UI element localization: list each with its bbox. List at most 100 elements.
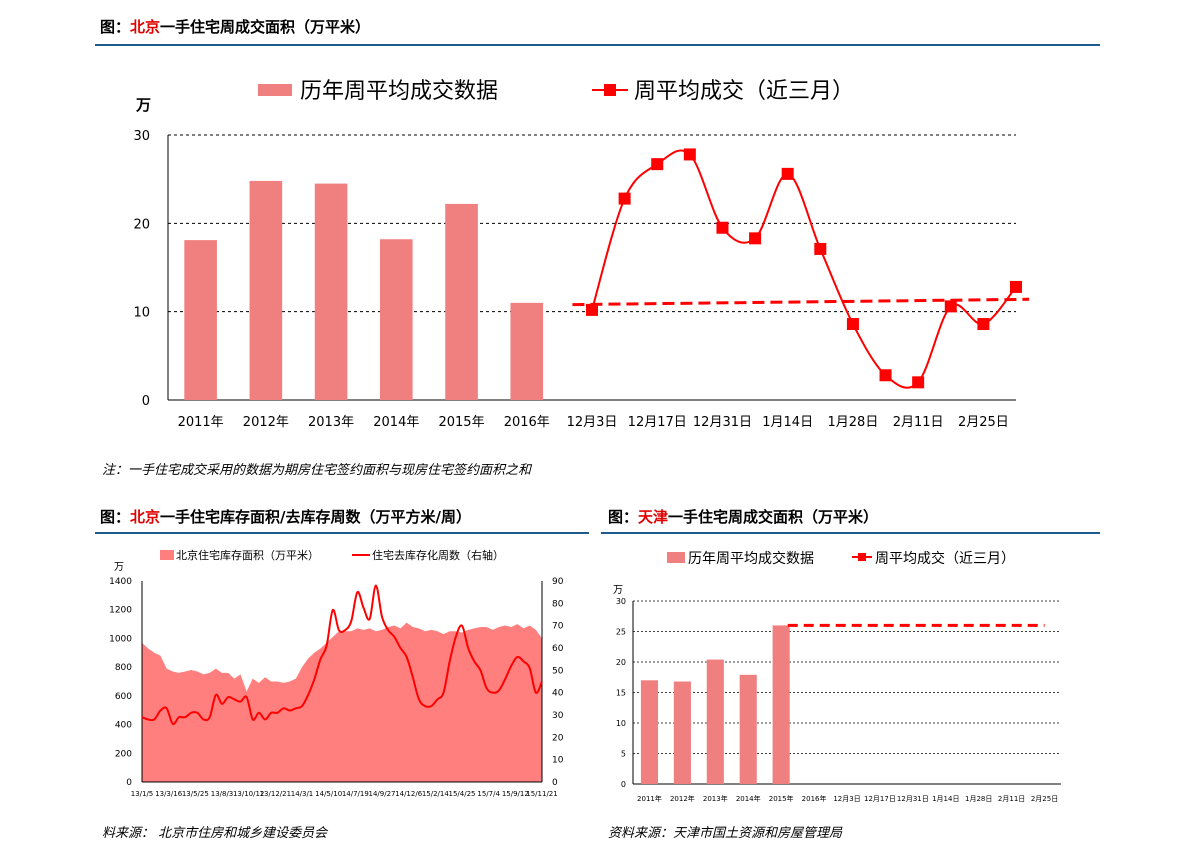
bar bbox=[510, 302, 544, 400]
data-point bbox=[814, 242, 827, 255]
top-title-rule bbox=[95, 44, 1100, 46]
y-tick-label: 200 bbox=[115, 749, 132, 759]
x-tick-label: 2011年 bbox=[178, 415, 224, 430]
bar bbox=[739, 674, 757, 784]
data-point bbox=[944, 300, 957, 313]
bar bbox=[314, 183, 348, 400]
x-tick-label: 12月17日 bbox=[628, 415, 687, 430]
y-tick-label: 0 bbox=[142, 394, 150, 409]
bar bbox=[673, 681, 691, 784]
x-tick-label: 15/11/21 bbox=[526, 790, 557, 798]
x-tick-label: 14/3/1 bbox=[291, 790, 314, 798]
x-tick-label: 1月28日 bbox=[828, 415, 879, 430]
x-tick-label: 13/1/5 bbox=[131, 790, 154, 798]
x-tick-label: 2月25日 bbox=[1031, 795, 1058, 803]
y-tick-label: 400 bbox=[115, 721, 132, 731]
y2-tick-label: 60 bbox=[552, 644, 564, 654]
weeks-line bbox=[141, 584, 543, 726]
legend-bar-swatch bbox=[258, 84, 292, 96]
legend-bar-swatch bbox=[667, 552, 685, 563]
y-tick-label: 1000 bbox=[109, 634, 132, 644]
y2-tick-label: 50 bbox=[552, 666, 564, 676]
x-tick-label: 2015年 bbox=[769, 794, 794, 803]
y2-tick-label: 70 bbox=[552, 622, 564, 632]
y-tick-label: 1400 bbox=[109, 577, 132, 587]
x-tick-label: 12月3日 bbox=[833, 795, 860, 803]
y-axis-unit: 万 bbox=[114, 562, 124, 573]
bar bbox=[772, 625, 790, 784]
x-tick-label: 2014年 bbox=[373, 415, 419, 430]
y2-tick-label: 40 bbox=[552, 689, 564, 699]
bottom-left-chart-title: 图：北京一手住宅库存面积/去库存周数（万平方米/周） bbox=[100, 508, 471, 526]
inventory-area bbox=[142, 622, 542, 782]
legend-bar-label: 历年周平均成交数据 bbox=[688, 550, 814, 567]
data-point bbox=[1010, 280, 1022, 293]
y2-tick-label: 90 bbox=[552, 577, 564, 587]
data-point bbox=[781, 167, 794, 180]
y-tick-label: 0 bbox=[126, 778, 132, 788]
y2-tick-label: 10 bbox=[552, 756, 564, 766]
x-tick-label: 2015年 bbox=[438, 415, 484, 430]
bar bbox=[249, 180, 283, 400]
bottom-left-source: 料来源： 北京市住房和城乡建设委员会 bbox=[102, 826, 328, 841]
legend-line-marker bbox=[604, 84, 616, 96]
bottom-right-source: 资料来源：天津市国土资源和房屋管理局 bbox=[608, 826, 843, 841]
y-tick-label: 25 bbox=[616, 628, 626, 637]
legend-line-label: 住宅去库存化周数（右轴） bbox=[372, 548, 504, 562]
y2-tick-label: 30 bbox=[552, 711, 564, 721]
x-tick-label: 2014年 bbox=[736, 794, 761, 803]
x-tick-label: 1月14日 bbox=[932, 795, 959, 803]
x-tick-label: 2月11日 bbox=[893, 415, 944, 430]
x-tick-label: 2011年 bbox=[637, 794, 662, 803]
y-tick-label: 800 bbox=[115, 663, 132, 673]
series-line bbox=[591, 149, 1017, 389]
y-tick-label: 15 bbox=[616, 689, 626, 698]
bottom-left-title-rule bbox=[95, 532, 589, 534]
bar bbox=[706, 659, 724, 784]
x-tick-label: 14/9/27 bbox=[369, 790, 396, 798]
x-tick-label: 12月31日 bbox=[693, 415, 752, 430]
y-tick-label: 30 bbox=[133, 129, 150, 144]
y2-tick-label: 0 bbox=[552, 778, 558, 788]
data-point bbox=[749, 232, 762, 245]
x-tick-label: 12月17日 bbox=[864, 795, 896, 803]
x-tick-label: 14/5/10 bbox=[315, 790, 342, 798]
y-tick-label: 20 bbox=[616, 658, 626, 667]
x-tick-label: 13/5/25 bbox=[182, 790, 209, 798]
x-tick-label: 13/8/3 bbox=[211, 790, 234, 798]
legend-line-label: 周平均成交（近三月） bbox=[875, 550, 1015, 567]
x-tick-label: 2013年 bbox=[703, 794, 728, 803]
bar bbox=[380, 239, 413, 400]
x-tick-label: 13/10/12 bbox=[233, 790, 264, 798]
data-point bbox=[846, 318, 859, 331]
x-tick-label: 15/9/12 bbox=[502, 790, 529, 798]
bar bbox=[640, 680, 659, 784]
x-tick-label: 2012年 bbox=[243, 415, 289, 430]
y-axis-unit: 万 bbox=[613, 585, 623, 596]
x-tick-label: 15/4/25 bbox=[449, 790, 476, 798]
y-tick-label: 20 bbox=[133, 217, 150, 232]
bottom-right-chart-title: 图：天津一手住宅周成交面积（万平米） bbox=[608, 508, 879, 526]
legend-area-label: 北京住宅库存面积（万平米） bbox=[176, 548, 319, 562]
y-tick-label: 600 bbox=[115, 692, 132, 702]
x-tick-label: 13/12/21 bbox=[260, 790, 291, 798]
data-point bbox=[977, 318, 990, 331]
y-tick-label: 30 bbox=[616, 597, 626, 606]
x-tick-label: 2013年 bbox=[308, 415, 354, 430]
top-chart-note: 注：一手住宅成交采用的数据为期房住宅签约面积与现房住宅签约面积之和 bbox=[102, 463, 532, 478]
x-tick-label: 15/2/14 bbox=[422, 790, 450, 798]
bar bbox=[184, 240, 217, 400]
data-point bbox=[586, 303, 598, 316]
bar bbox=[445, 203, 478, 400]
data-point bbox=[683, 148, 696, 161]
y-tick-label: 0 bbox=[621, 780, 626, 789]
x-tick-label: 14/7/19 bbox=[342, 790, 369, 798]
x-tick-label: 12月31日 bbox=[897, 795, 929, 803]
trend-dashed-line bbox=[572, 297, 1030, 307]
x-tick-label: 13/3/16 bbox=[155, 790, 183, 798]
data-point bbox=[879, 369, 892, 382]
x-tick-label: 2016年 bbox=[802, 794, 827, 803]
legend-line-marker bbox=[858, 553, 866, 561]
legend-line-label: 周平均成交（近三月） bbox=[634, 79, 854, 104]
